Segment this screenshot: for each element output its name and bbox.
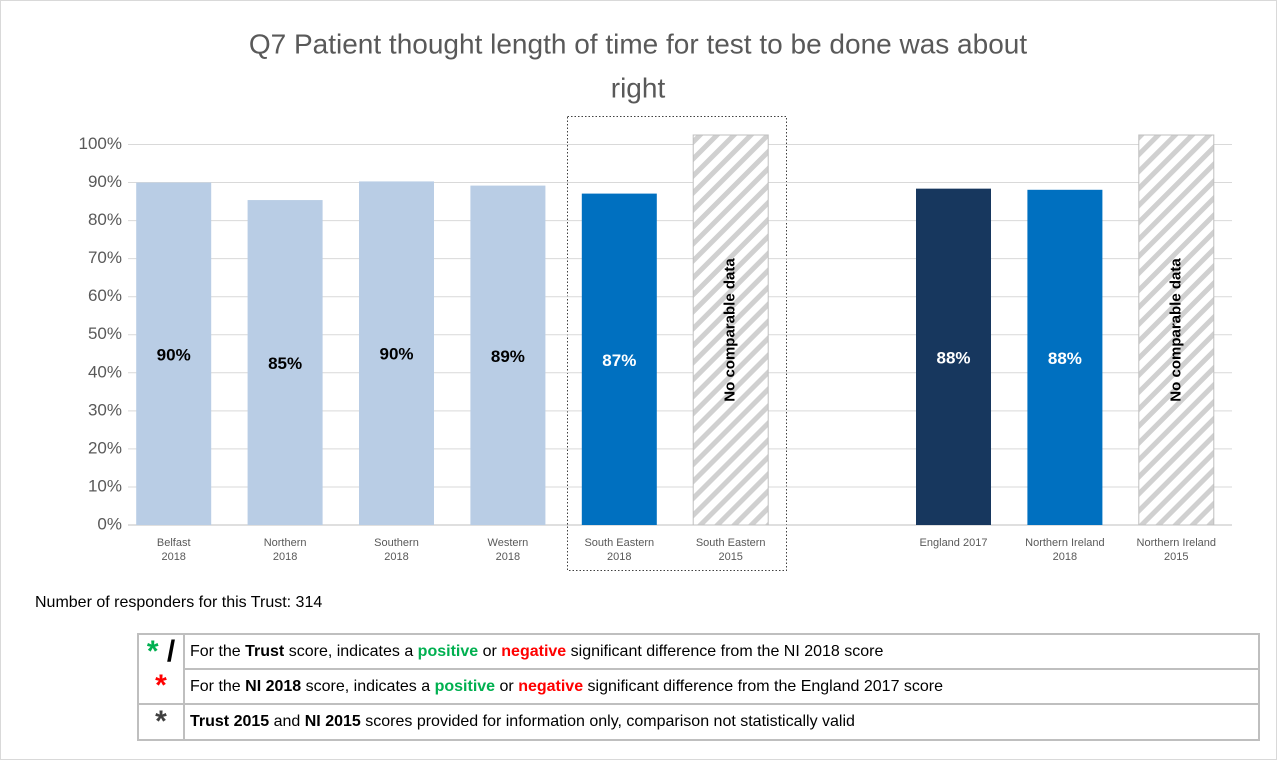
text: NI 2018: [245, 677, 302, 695]
bar: [359, 181, 434, 526]
responders: Number of responders for this Trust: 314: [35, 594, 323, 611]
x-tick-label: Western: [488, 537, 529, 549]
text: positive: [417, 642, 479, 660]
x-tick-label: 2018: [607, 551, 631, 563]
y-tick-label: 0%: [97, 514, 122, 533]
value-label: 89%: [491, 347, 525, 366]
text: For the: [190, 677, 246, 695]
x-tick-label: Northern: [264, 537, 307, 549]
legend-text: Trust 2015 and NI 2015 scores provided f…: [183, 703, 1260, 741]
symbol-cell: *: [137, 703, 185, 741]
y-tick-label: 10%: [88, 476, 122, 495]
value-label: 87%: [602, 351, 636, 370]
x-tick-label: 2018: [384, 551, 408, 563]
x-tick-label: South Eastern: [584, 537, 654, 549]
x-tick-label: 2018: [273, 551, 297, 563]
chart-title: right: [611, 72, 666, 103]
text: score, indicates a: [301, 677, 435, 695]
legend-text: For the Trust score, indicates a positiv…: [183, 633, 1260, 670]
text: or: [495, 677, 519, 695]
bar: [1027, 189, 1103, 526]
bar: [247, 200, 323, 525]
value-label: 85%: [268, 354, 302, 373]
y-tick-label: 100%: [79, 134, 122, 153]
legend-table: * / * For the Trust score, indicates a p…: [137, 633, 1260, 741]
text: negative: [518, 677, 584, 695]
no-data-bar: [692, 134, 769, 526]
symbol: *: [155, 669, 167, 702]
no-data-label: No comparable data: [722, 258, 739, 402]
no-data-label: No comparable data: [1167, 258, 1184, 402]
text: significant difference from the NI 2018 …: [566, 642, 884, 660]
value-label: 88%: [936, 348, 970, 367]
x-tick-label: 2018: [496, 551, 520, 563]
y-tick-label: 80%: [88, 210, 122, 229]
x-tick-label: Northern Ireland: [1025, 537, 1105, 549]
y-tick-label: 50%: [88, 324, 122, 343]
x-tick-label: South Eastern: [696, 537, 766, 549]
text: significant difference from the England …: [583, 677, 944, 695]
text: Trust: [245, 642, 285, 660]
bar: [470, 185, 546, 526]
text: For the: [190, 642, 246, 660]
text: Trust 2015: [190, 713, 270, 730]
y-tick-label: 90%: [88, 172, 122, 191]
value-label: 90%: [157, 345, 191, 364]
x-tick-label: 2018: [161, 551, 185, 563]
text: negative: [501, 642, 567, 660]
chart-title: Q7 Patient thought length of time for te…: [249, 28, 1028, 59]
symbol: /: [166, 635, 176, 668]
x-tick-label: Belfast: [157, 537, 191, 549]
symbol: *: [146, 635, 159, 668]
text: score, indicates a: [284, 642, 418, 660]
y-tick-label: 20%: [88, 438, 122, 457]
y-tick-label: 60%: [88, 286, 122, 305]
y-tick-label: 40%: [88, 362, 122, 381]
y-tick-label: 30%: [88, 400, 122, 419]
text: and: [269, 713, 305, 730]
bar: [136, 182, 212, 525]
value-label: 90%: [379, 345, 413, 364]
x-tick-label: 2018: [1053, 551, 1077, 563]
text: scores provided for information only, co…: [360, 713, 855, 730]
no-data-bar: [1138, 134, 1215, 526]
text: positive: [434, 677, 496, 695]
symbol-cell: * / *: [137, 633, 185, 705]
symbol: *: [155, 705, 167, 738]
bar: [581, 193, 657, 525]
group-box: [567, 116, 787, 571]
x-tick-label: Northern Ireland: [1137, 537, 1217, 549]
text: or: [478, 642, 502, 660]
y-tick-label: 70%: [88, 248, 122, 267]
legend-text: For the NI 2018 score, indicates a posit…: [183, 668, 1260, 705]
x-tick-label: 2015: [1164, 551, 1188, 563]
x-tick-label: 2015: [718, 551, 742, 563]
text: NI 2015: [304, 713, 361, 730]
x-tick-label: Southern: [374, 537, 419, 549]
value-label: 88%: [1048, 349, 1082, 368]
x-tick-label: England 2017: [920, 537, 988, 549]
bar: [916, 188, 991, 525]
